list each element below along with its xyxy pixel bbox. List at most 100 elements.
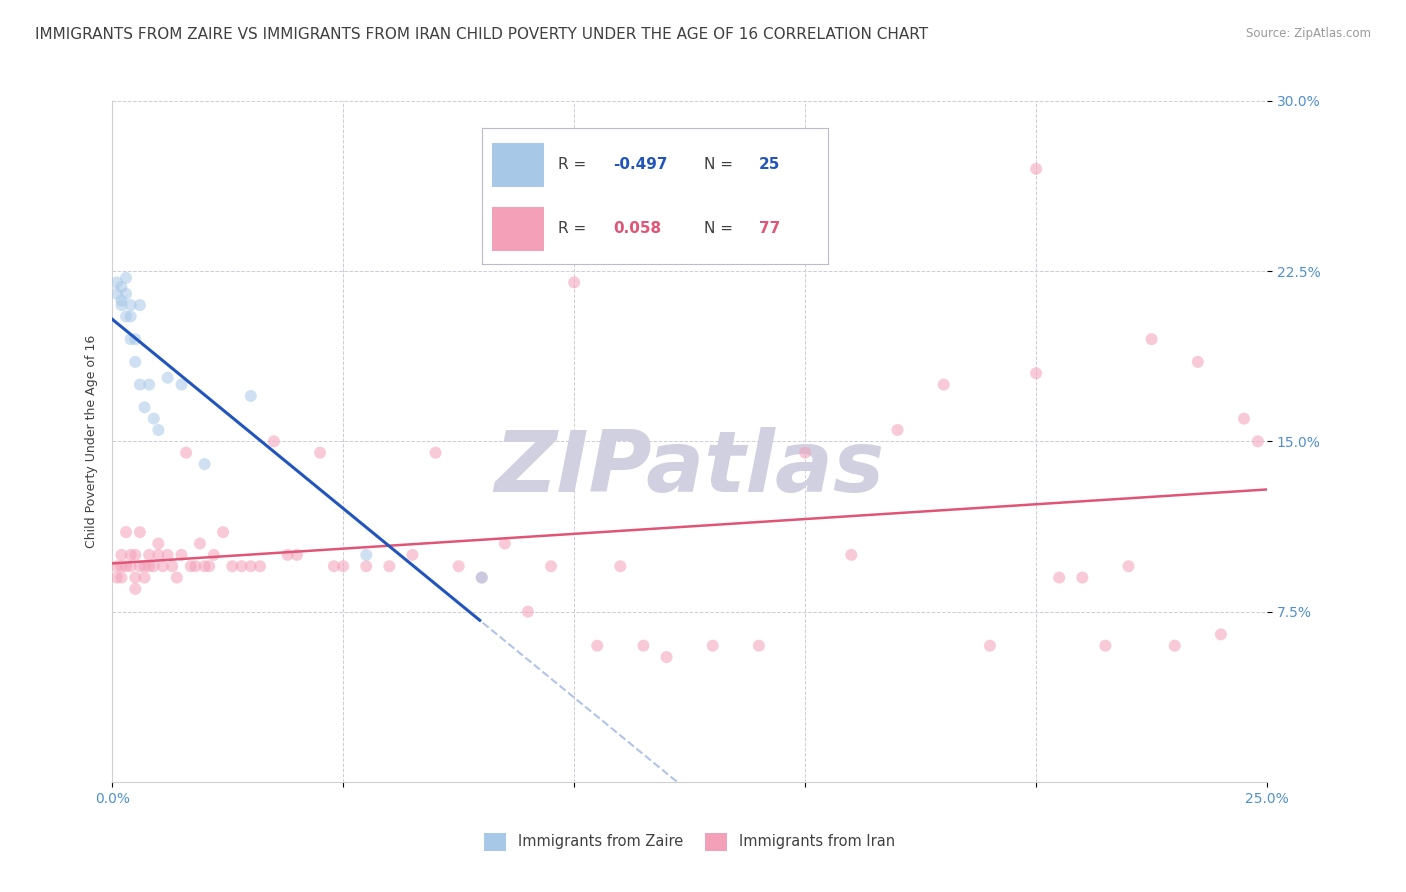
Point bbox=[1187, 355, 1209, 369]
Point bbox=[110, 548, 132, 562]
Point bbox=[105, 276, 128, 290]
Point bbox=[105, 286, 128, 301]
Point bbox=[1163, 639, 1185, 653]
Point bbox=[170, 377, 193, 392]
Point bbox=[115, 286, 138, 301]
Point bbox=[323, 559, 346, 574]
Text: IMMIGRANTS FROM ZAIRE VS IMMIGRANTS FROM IRAN CHILD POVERTY UNDER THE AGE OF 16 : IMMIGRANTS FROM ZAIRE VS IMMIGRANTS FROM… bbox=[35, 27, 928, 42]
Point bbox=[239, 389, 262, 403]
Point bbox=[129, 525, 152, 540]
Point bbox=[110, 293, 132, 308]
Point bbox=[1047, 571, 1070, 585]
Point bbox=[129, 377, 152, 392]
Point bbox=[794, 446, 817, 460]
Point bbox=[239, 559, 262, 574]
Point bbox=[356, 548, 378, 562]
Point bbox=[184, 559, 207, 574]
Point bbox=[1094, 639, 1116, 653]
Point bbox=[194, 457, 217, 471]
Point bbox=[517, 605, 540, 619]
Point bbox=[494, 536, 516, 550]
Point bbox=[129, 559, 152, 574]
Point bbox=[120, 548, 142, 562]
Point bbox=[194, 559, 217, 574]
Point bbox=[540, 559, 562, 574]
Point bbox=[979, 639, 1001, 653]
Point bbox=[702, 639, 724, 653]
Point bbox=[138, 548, 160, 562]
Point bbox=[1209, 627, 1232, 641]
Point bbox=[134, 401, 156, 415]
Point bbox=[166, 571, 188, 585]
Point bbox=[110, 571, 132, 585]
Point bbox=[748, 639, 770, 653]
Point bbox=[124, 548, 146, 562]
Point bbox=[425, 446, 447, 460]
Point bbox=[120, 298, 142, 312]
Point bbox=[148, 423, 170, 437]
Point bbox=[198, 559, 221, 574]
Point bbox=[110, 559, 132, 574]
Point bbox=[170, 548, 193, 562]
Point bbox=[115, 559, 138, 574]
Point bbox=[105, 571, 128, 585]
Point bbox=[231, 559, 253, 574]
Text: Source: ZipAtlas.com: Source: ZipAtlas.com bbox=[1246, 27, 1371, 40]
Point bbox=[1025, 366, 1047, 380]
Legend: Immigrants from Zaire, Immigrants from Iran: Immigrants from Zaire, Immigrants from I… bbox=[478, 827, 901, 856]
Point bbox=[841, 548, 863, 562]
Point bbox=[134, 571, 156, 585]
Point bbox=[1247, 434, 1270, 449]
Point bbox=[263, 434, 285, 449]
Point bbox=[562, 276, 585, 290]
Point bbox=[633, 639, 655, 653]
Point bbox=[1233, 411, 1256, 425]
Point bbox=[471, 571, 494, 585]
Point bbox=[174, 446, 197, 460]
Point bbox=[148, 536, 170, 550]
Point bbox=[285, 548, 308, 562]
Point bbox=[162, 559, 184, 574]
Point bbox=[586, 639, 609, 653]
Point bbox=[1025, 161, 1047, 176]
Point bbox=[110, 298, 132, 312]
Point bbox=[212, 525, 235, 540]
Point bbox=[401, 548, 423, 562]
Point bbox=[447, 559, 470, 574]
Point bbox=[148, 548, 170, 562]
Point bbox=[156, 548, 179, 562]
Point bbox=[332, 559, 354, 574]
Point bbox=[142, 411, 165, 425]
Point bbox=[124, 332, 146, 346]
Point bbox=[124, 355, 146, 369]
Point bbox=[138, 377, 160, 392]
Point bbox=[115, 310, 138, 324]
Point bbox=[115, 525, 138, 540]
Point bbox=[120, 332, 142, 346]
Point bbox=[249, 559, 271, 574]
Point bbox=[180, 559, 202, 574]
Point bbox=[1071, 571, 1094, 585]
Point bbox=[134, 559, 156, 574]
Point bbox=[124, 582, 146, 596]
Point bbox=[124, 571, 146, 585]
Point bbox=[156, 371, 179, 385]
Point bbox=[188, 536, 211, 550]
Point bbox=[120, 310, 142, 324]
Point bbox=[932, 377, 955, 392]
Point bbox=[110, 280, 132, 294]
Point bbox=[142, 559, 165, 574]
Point bbox=[1118, 559, 1140, 574]
Point bbox=[1140, 332, 1163, 346]
Point bbox=[129, 298, 152, 312]
Point bbox=[105, 559, 128, 574]
Point bbox=[309, 446, 332, 460]
Point bbox=[120, 559, 142, 574]
Point bbox=[471, 571, 494, 585]
Point bbox=[378, 559, 401, 574]
Point bbox=[138, 559, 160, 574]
Point bbox=[221, 559, 243, 574]
Point bbox=[115, 271, 138, 285]
Point bbox=[202, 548, 225, 562]
Point bbox=[886, 423, 908, 437]
